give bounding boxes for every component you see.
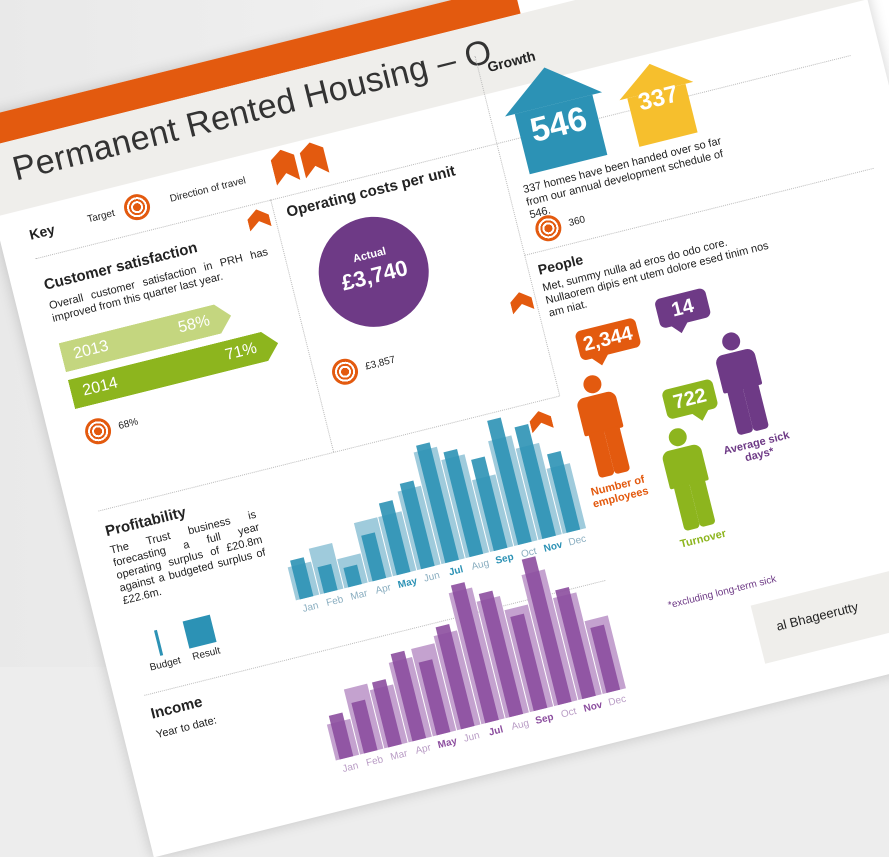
sick-days-person-icon [710, 328, 774, 439]
satisfaction-value: 71% [223, 339, 259, 364]
tick-label-sep: Sep [534, 711, 555, 727]
employees-bubble: 2,344 [574, 317, 642, 362]
tick-label-nov: Nov [582, 699, 604, 715]
direction-of-travel-icon [270, 142, 330, 186]
satisfaction-target-value: 68% [117, 416, 140, 432]
direction-up-icon [529, 411, 554, 434]
satisfaction-year: 2014 [80, 374, 120, 400]
target-icon [82, 415, 114, 448]
signoff-panel [750, 547, 889, 664]
sick-days-value: 14 [669, 294, 697, 322]
house-337: 337 [612, 54, 706, 149]
tick-label-aug: Aug [510, 717, 531, 733]
tick-label-apr: Apr [414, 742, 433, 757]
legend-budget-swatch [154, 629, 164, 656]
satisfaction-year: 2013 [71, 337, 111, 363]
key-heading: Key [27, 221, 57, 243]
target-icon [121, 191, 153, 223]
direction-up-icon [247, 209, 272, 232]
key-target-label: Target [86, 207, 116, 226]
divider [270, 199, 335, 453]
employees-person-icon [571, 371, 635, 482]
legend-budget-label: Budget [148, 655, 183, 674]
sick-days-label: Average sick days* [722, 429, 791, 465]
employees-value: 2,344 [581, 322, 635, 356]
tick-label-feb: Feb [365, 754, 385, 770]
turnover-value: 722 [671, 384, 709, 414]
tick-label-jul: Jul [487, 724, 505, 739]
sick-days-bubble: 14 [653, 287, 712, 330]
legend-result-swatch [182, 614, 217, 649]
growth-target-value: 360 [567, 214, 587, 230]
target-icon [329, 355, 361, 388]
actual-cost-circle: Actual £3,740 [307, 205, 441, 339]
employees-label: Number of employees [589, 473, 650, 511]
turnover-person-icon [656, 424, 720, 535]
legend-result-label: Result [191, 645, 222, 663]
tick-label-mar: Mar [389, 748, 409, 764]
tick-label-oct: Oct [559, 706, 578, 721]
tick-label-dec: Dec [607, 693, 628, 709]
key-direction-label: Direction of travel [168, 175, 247, 205]
tick-label-jan: Jan [341, 760, 360, 775]
direction-up-icon [510, 292, 535, 315]
cost-target-value: £3,857 [364, 354, 397, 373]
turnover-bubble: 722 [661, 378, 719, 420]
satisfaction-value: 58% [176, 312, 212, 337]
tick-label-jun: Jun [462, 730, 481, 745]
tick-label-may: May [436, 735, 459, 752]
